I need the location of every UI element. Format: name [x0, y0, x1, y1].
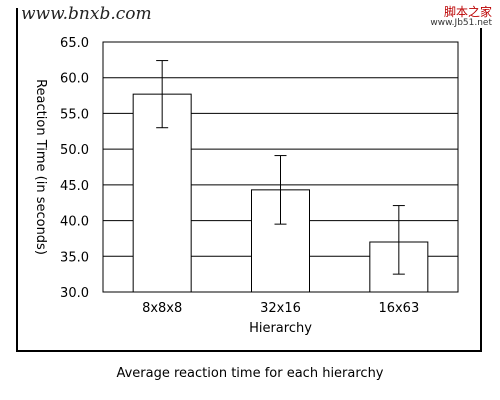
- watermark-right-bottom: www.Jb51.net: [428, 18, 494, 28]
- error-bar-32x16: [274, 155, 287, 225]
- watermark-right-top: 脚本之家: [441, 3, 494, 20]
- error-bars: [156, 60, 405, 275]
- y-axis-label: Reaction Time (in seconds): [33, 79, 48, 255]
- y-tick-label: 50.0: [60, 143, 89, 158]
- x-tick-label: 16x63: [378, 301, 419, 316]
- figure-frame: [16, 8, 482, 352]
- watermark-left: www.bnxb.com: [18, 4, 155, 24]
- y-tick-label: 55.0: [60, 107, 89, 122]
- x-tick-label: 8x8x8: [142, 301, 182, 316]
- y-tick-label: 45.0: [60, 179, 89, 194]
- y-tick-label: 35.0: [60, 250, 89, 265]
- y-tick-labels: 30.0 35.0 40.0 45.0 50.0 55.0 60.0 65.0: [60, 36, 89, 301]
- error-bar-16x63: [392, 205, 405, 275]
- x-tick-label: 32x16: [260, 301, 301, 316]
- y-tick-label: 40.0: [60, 215, 89, 230]
- y-tick-label: 30.0: [60, 286, 89, 301]
- plot-area-border: [102, 41, 459, 293]
- y-tick-label: 65.0: [60, 36, 89, 51]
- x-axis-label: Hierarchy: [249, 321, 312, 336]
- x-tick-labels: 8x8x8 32x16 16x63: [142, 301, 419, 316]
- y-tick-label: 60.0: [60, 72, 89, 87]
- figure-caption: Average reaction time for each hierarchy: [116, 366, 384, 381]
- error-bar-8x8x8: [156, 60, 169, 129]
